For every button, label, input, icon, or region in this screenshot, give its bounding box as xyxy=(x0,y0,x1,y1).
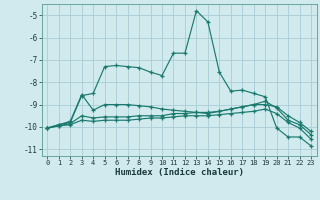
X-axis label: Humidex (Indice chaleur): Humidex (Indice chaleur) xyxy=(115,168,244,177)
